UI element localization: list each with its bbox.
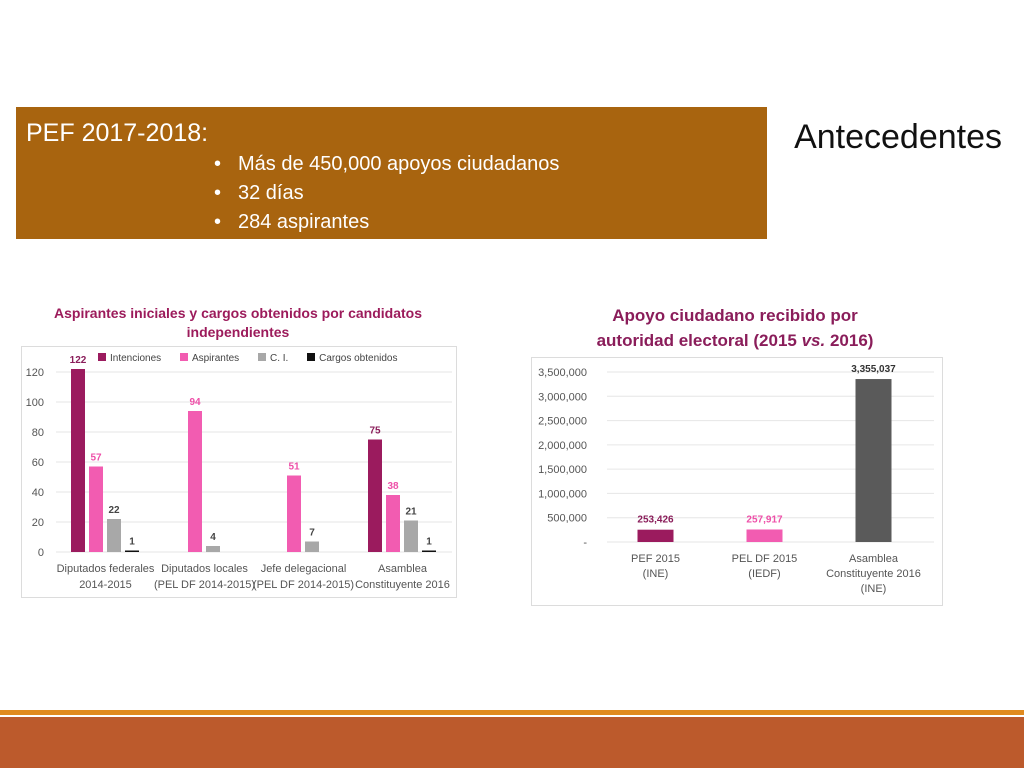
footer-accent-line bbox=[0, 710, 1024, 715]
banner-bullet: • 284 aspirantes bbox=[214, 208, 559, 237]
chart-legend: Intenciones Aspirantes C. I. Cargos obte… bbox=[98, 353, 413, 364]
y-tick-label: 3,500,000 bbox=[538, 367, 587, 379]
y-tick-label: - bbox=[583, 537, 587, 549]
legend-item-ci: C. I. bbox=[257, 353, 289, 364]
bar-c-i- bbox=[305, 541, 319, 552]
data-label: 94 bbox=[189, 397, 201, 408]
y-tick-label: 100 bbox=[26, 397, 44, 409]
y-tick-label: 2,500,000 bbox=[538, 416, 587, 428]
x-category-label: PEL DF 2015 bbox=[732, 553, 798, 565]
y-tick-label: 0 bbox=[38, 547, 44, 559]
x-category-label: (PEL DF 2014-2015) bbox=[154, 579, 255, 591]
title-italic: vs. bbox=[801, 331, 826, 350]
title-part: 2016) bbox=[825, 331, 874, 350]
bar-cargos-obtenidos bbox=[422, 550, 436, 552]
legend-swatch bbox=[257, 353, 266, 361]
summary-banner: PEF 2017-2018: • Más de 450,000 apoyos ci… bbox=[16, 107, 767, 239]
y-tick-label: 1,000,000 bbox=[538, 488, 587, 500]
right-chart-panel: - 500,000 1,000,000 1,500,000 2,000,000 2,500… bbox=[531, 357, 943, 606]
x-category-label: Jefe delegacional bbox=[261, 563, 347, 575]
legend-swatch bbox=[98, 353, 106, 361]
data-label: 51 bbox=[288, 462, 300, 473]
legend-label: C. I. bbox=[269, 353, 289, 364]
right-chart-title-line1: Apoyo ciudadano recibido por bbox=[612, 306, 858, 325]
right-bar-chart: - 500,000 1,000,000 1,500,000 2,000,000 2,500… bbox=[538, 364, 934, 595]
x-category-label: 2014-2015 bbox=[79, 579, 132, 591]
bar-aspirantes bbox=[386, 495, 400, 552]
y-tick-label: 2,000,000 bbox=[538, 440, 587, 452]
right-chart-title: Apoyo ciudadano recibido por autoridad e… bbox=[560, 303, 910, 353]
legend-label: Aspirantes bbox=[191, 353, 240, 364]
data-label: 38 bbox=[387, 481, 399, 492]
x-category-label: Asamblea bbox=[849, 553, 899, 565]
y-tick-label: 3,000,000 bbox=[538, 391, 587, 403]
legend-swatch bbox=[179, 353, 188, 361]
banner-bullet-list: • Más de 450,000 apoyos ciudadanos • 32 dí… bbox=[214, 150, 559, 237]
data-label: 1 bbox=[129, 537, 135, 548]
legend-label: Intenciones bbox=[110, 353, 162, 364]
x-category-label: (INE) bbox=[643, 568, 669, 580]
bar-c-i- bbox=[107, 519, 121, 552]
legend-item-aspirantes: Aspirantes bbox=[179, 353, 240, 364]
x-category-label: Constituyente 2016 bbox=[826, 568, 921, 580]
data-label: 7 bbox=[309, 528, 315, 539]
bullet-text: Más de 450,000 apoyos ciudadanos bbox=[238, 153, 560, 175]
y-tick-label: 120 bbox=[26, 367, 44, 379]
data-label: 4 bbox=[210, 532, 216, 543]
bullet-text: 32 días bbox=[238, 182, 304, 204]
x-category-label: Diputados federales bbox=[57, 563, 155, 575]
data-label: 21 bbox=[405, 507, 417, 518]
x-category-label: (PEL DF 2014-2015) bbox=[253, 579, 354, 591]
x-category-label: (INE) bbox=[861, 583, 887, 595]
bar-aspirantes bbox=[188, 411, 202, 552]
left-chart-title: Aspirantes iniciales y cargos obtenidos … bbox=[54, 305, 422, 340]
legend-item-cargos: Cargos obtenidos bbox=[307, 353, 397, 364]
footer-bar bbox=[0, 717, 1024, 768]
right-chart-title-line2: autoridad electoral (2015 vs. 2016) bbox=[560, 328, 910, 353]
bullet-text: 284 aspirantes bbox=[238, 211, 370, 233]
data-label: 1 bbox=[426, 537, 432, 548]
bar-c-i- bbox=[206, 546, 220, 552]
legend-swatch bbox=[307, 353, 316, 361]
bar-aspirantes bbox=[287, 475, 301, 552]
bar-apoyo bbox=[855, 379, 892, 542]
x-category-label: PEF 2015 bbox=[631, 553, 680, 565]
bullet-marker: • bbox=[214, 153, 222, 175]
bar-intenciones bbox=[368, 439, 382, 552]
bar-c-i- bbox=[404, 520, 418, 552]
y-tick-label: 60 bbox=[32, 457, 44, 469]
bar-apoyo bbox=[637, 529, 674, 542]
data-label: 253,426 bbox=[637, 515, 674, 526]
slide-title: Antecedentes bbox=[794, 118, 1002, 156]
bar-intenciones bbox=[71, 369, 85, 552]
y-tick-label: 20 bbox=[32, 517, 44, 529]
y-tick-label: 500,000 bbox=[547, 513, 587, 525]
legend-item-intenciones: Intenciones bbox=[98, 353, 161, 364]
banner-title: PEF 2017-2018: bbox=[26, 119, 209, 147]
x-category-label: (IEDF) bbox=[748, 568, 780, 580]
bullet-marker: • bbox=[214, 182, 222, 204]
title-part: autoridad electoral (2015 bbox=[596, 331, 802, 350]
data-label: 257,917 bbox=[746, 514, 783, 525]
x-category-label: Asamblea bbox=[378, 563, 428, 575]
legend-label: Cargos obtenidos bbox=[319, 353, 398, 364]
bar-apoyo bbox=[746, 529, 783, 542]
left-chart-panel: Intenciones Aspirantes C. I. Cargos obte… bbox=[21, 346, 457, 598]
left-bar-chart: 0 20 40 60 80 100 120 122 57 22 1 Diputados federal… bbox=[26, 355, 452, 591]
y-tick-label: 80 bbox=[32, 427, 44, 439]
y-tick-label: 40 bbox=[32, 487, 44, 499]
data-label: 57 bbox=[90, 453, 102, 464]
y-tick-label: 1,500,000 bbox=[538, 464, 587, 476]
bar-cargos-obtenidos bbox=[125, 550, 139, 552]
x-category-label: Diputados locales bbox=[161, 563, 248, 575]
x-category-label: Constituyente 2016 bbox=[355, 579, 450, 591]
data-label: 3,355,037 bbox=[851, 364, 896, 375]
data-label: 122 bbox=[70, 355, 87, 366]
data-label: 22 bbox=[108, 505, 120, 516]
banner-bullet: • 32 días bbox=[214, 179, 559, 208]
bullet-marker: • bbox=[214, 211, 222, 233]
bar-aspirantes bbox=[89, 466, 103, 552]
data-label: 75 bbox=[369, 426, 381, 437]
banner-bullet: • Más de 450,000 apoyos ciudadanos bbox=[214, 150, 559, 179]
